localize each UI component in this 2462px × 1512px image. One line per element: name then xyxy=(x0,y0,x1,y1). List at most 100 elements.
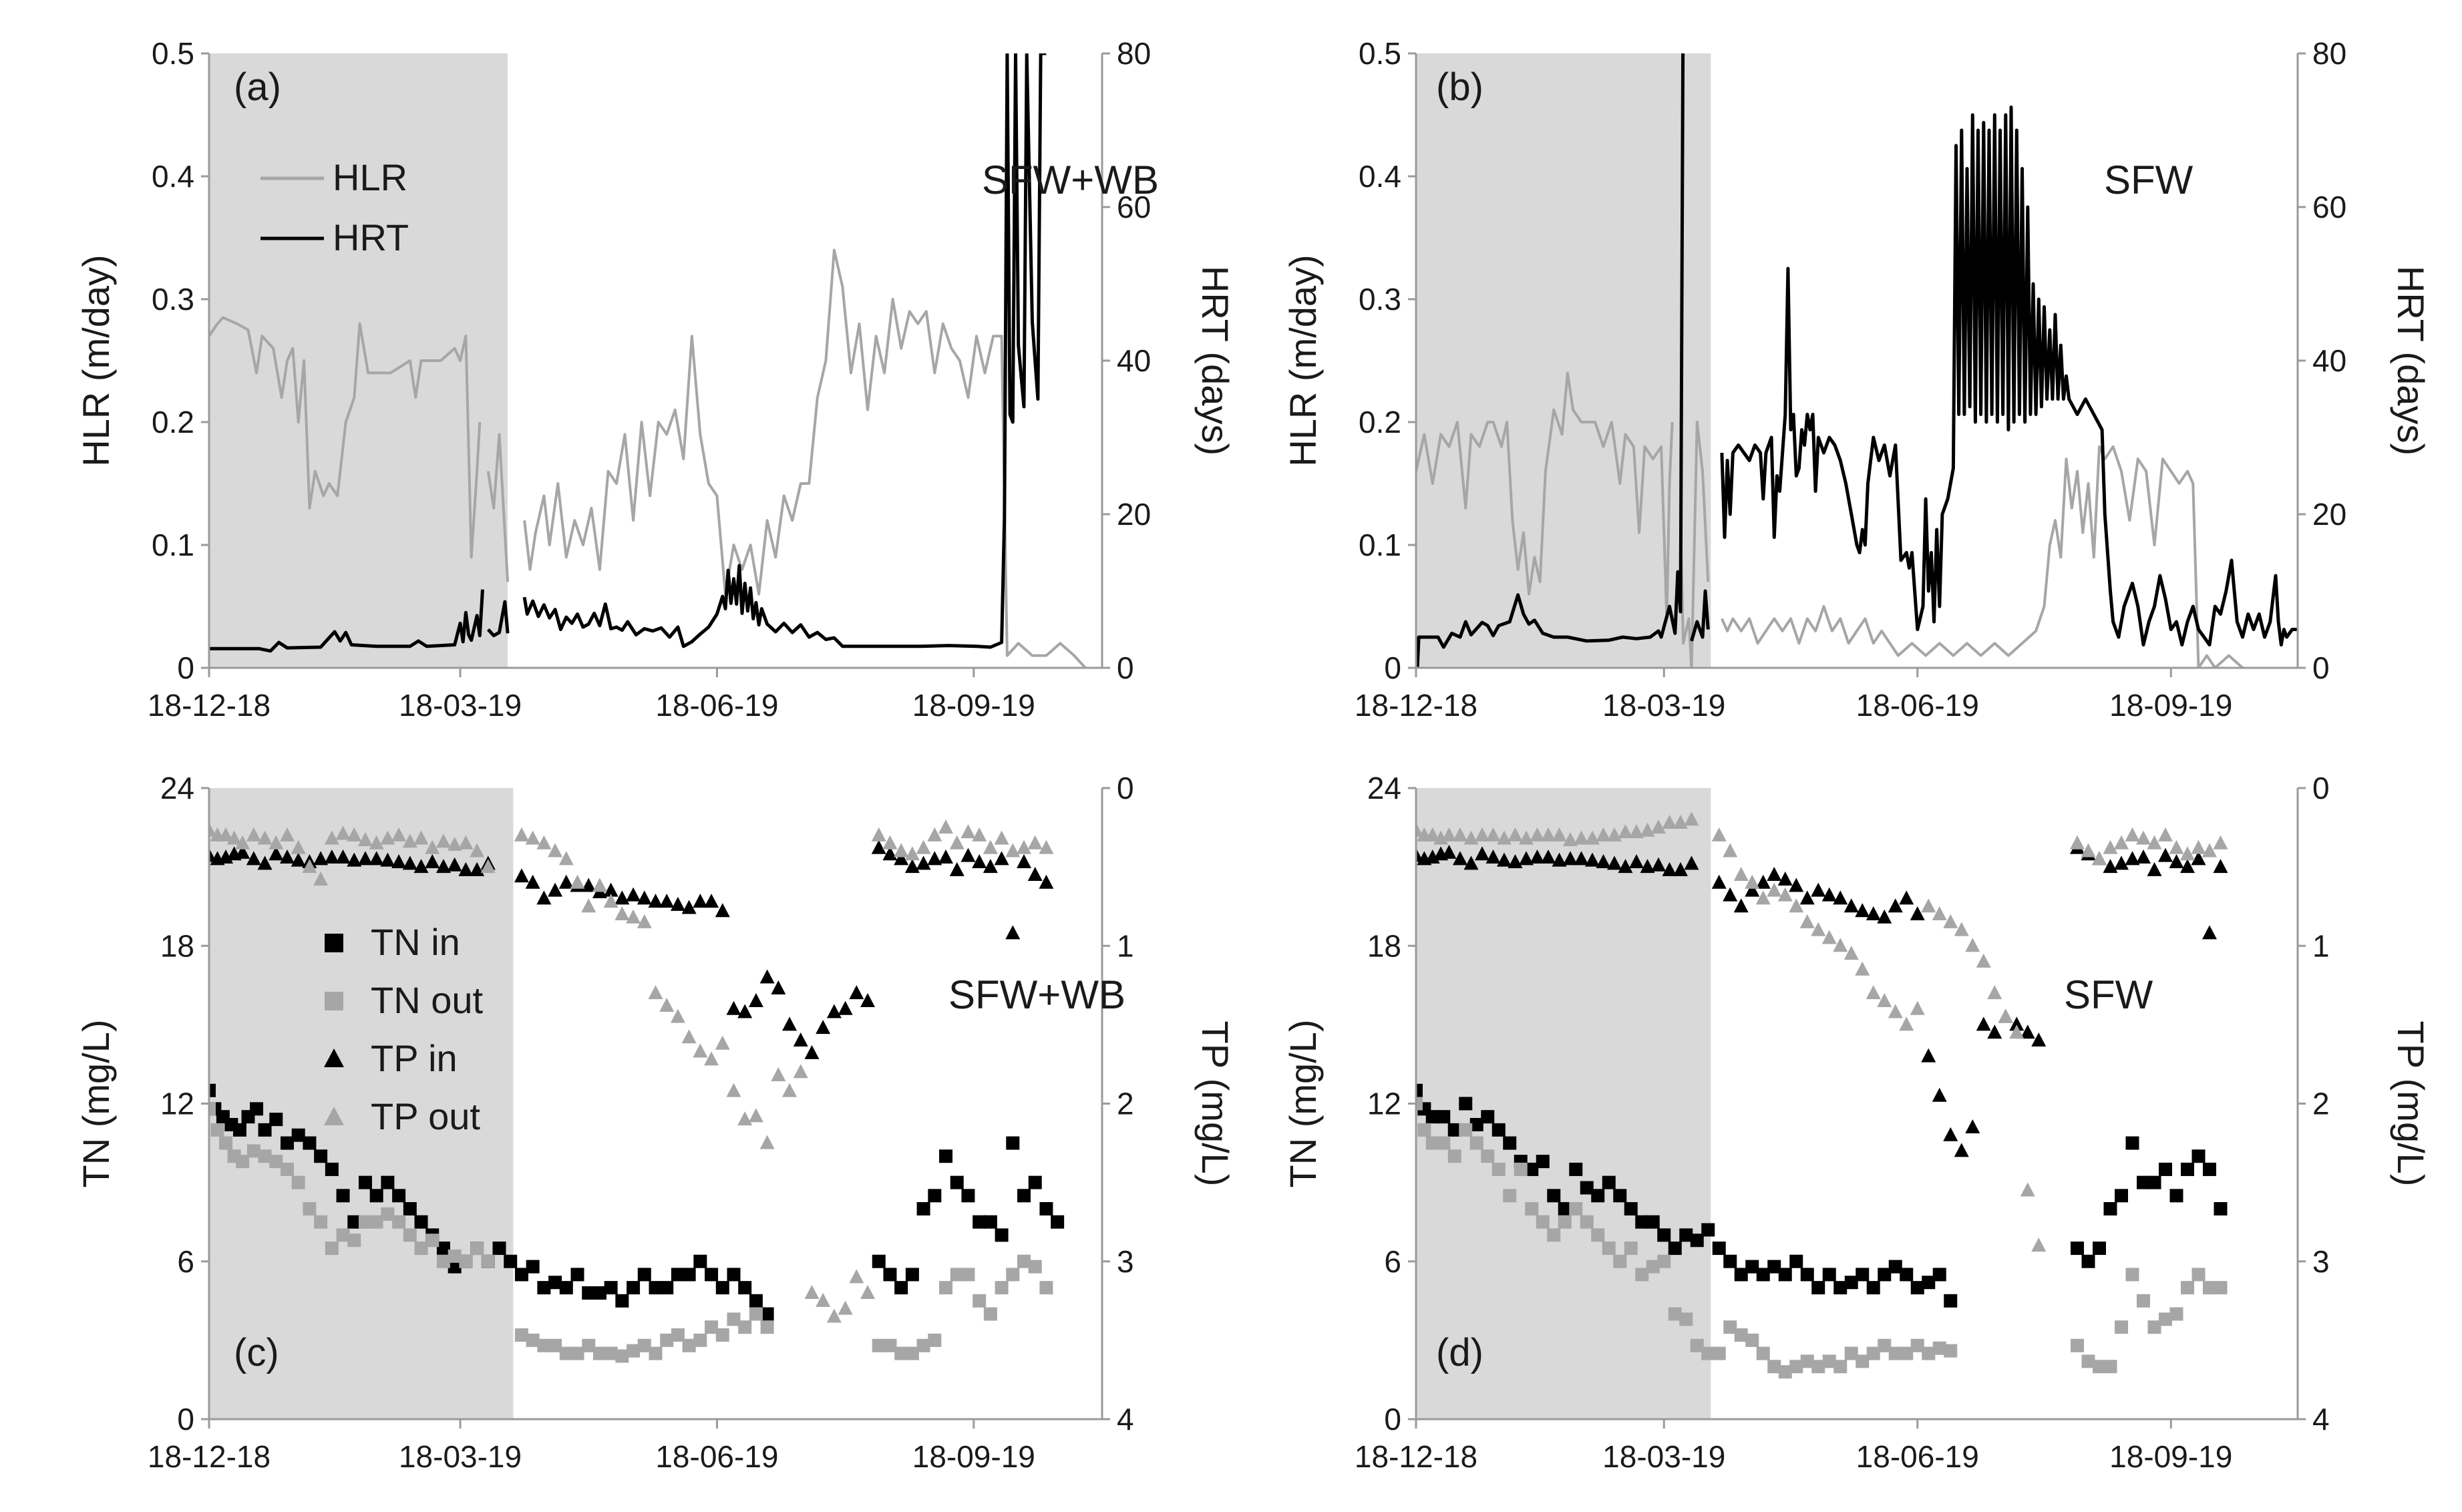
point-tp-out xyxy=(1899,1016,1914,1031)
point-tn-in xyxy=(1910,1281,1924,1295)
point-tp-in xyxy=(1921,1048,1936,1063)
point-tn-out xyxy=(1844,1346,1858,1360)
point-tp-in xyxy=(1910,906,1925,920)
system-label: SFW+WB xyxy=(982,158,1159,202)
point-tn-in xyxy=(250,1102,264,1116)
point-tn-out xyxy=(1789,1360,1803,1374)
left-tick-label: 0 xyxy=(177,1402,194,1437)
point-tp-in xyxy=(1629,854,1644,869)
x-tick-label: 18-03-19 xyxy=(399,1439,522,1474)
point-tn-in xyxy=(2071,1242,2084,1256)
point-tn-in xyxy=(1922,1276,1936,1290)
point-tn-out xyxy=(727,1312,741,1326)
point-tn-out xyxy=(939,1281,953,1295)
point-tn-in xyxy=(671,1268,685,1282)
point-tn-out xyxy=(381,1207,395,1221)
point-tn-out xyxy=(358,1215,372,1229)
series-hlr-segment xyxy=(523,248,1087,668)
point-tp-out xyxy=(2125,827,2140,841)
point-tn-out xyxy=(983,1307,997,1321)
point-tp-in xyxy=(1789,878,1804,892)
point-tn-out xyxy=(2203,1281,2216,1295)
point-tp-in xyxy=(1843,898,1859,913)
point-tn-in xyxy=(1878,1268,1892,1282)
x-tick-label: 18-09-19 xyxy=(2109,1439,2232,1474)
point-tp-in xyxy=(894,851,909,866)
point-tn-in xyxy=(916,1202,930,1215)
point-tp-out xyxy=(1888,1004,1903,1018)
point-tn-in xyxy=(2081,1254,2095,1268)
point-tp-out xyxy=(1017,839,1032,854)
point-tn-in xyxy=(1900,1268,1914,1282)
point-tn-out xyxy=(570,1346,584,1360)
point-tn-in xyxy=(1481,1110,1495,1124)
point-tp-out xyxy=(771,1067,786,1081)
point-tp-in xyxy=(681,900,697,914)
point-tn-in xyxy=(2159,1162,2172,1176)
point-tp-in xyxy=(1899,890,1914,905)
point-tp-out xyxy=(2169,839,2184,854)
point-tn-out xyxy=(592,1346,606,1360)
point-tp-out xyxy=(458,835,474,849)
right-tick-label: 3 xyxy=(2312,1244,2330,1279)
left-tick-label: 12 xyxy=(160,1087,194,1121)
point-tp-in xyxy=(257,856,273,870)
point-tn-in xyxy=(1822,1268,1836,1282)
panel-a-hlr-hrt-sfw-wb: 0 0.1 0.2 0.3 0.4 0.5 0 20 40 60 80 18-12-18 18-03-1… xyxy=(75,36,1236,723)
point-tn-out xyxy=(2214,1281,2228,1295)
point-tp-in xyxy=(693,894,708,908)
point-tp-in xyxy=(1541,849,1556,864)
point-tn-out xyxy=(470,1242,484,1256)
left-tick-label: 0.5 xyxy=(152,36,194,71)
point-tn-in xyxy=(872,1254,886,1268)
point-tn-out xyxy=(1624,1242,1638,1256)
point-tn-out xyxy=(459,1254,473,1268)
point-tp-out xyxy=(626,909,641,924)
point-tn-in xyxy=(414,1215,428,1229)
x-tick-label: 18-09-19 xyxy=(912,1439,1035,1474)
point-tp-out xyxy=(558,851,574,866)
point-tp-out xyxy=(938,819,954,834)
point-tp-in xyxy=(1475,846,1489,861)
point-tn-out xyxy=(1932,1341,1946,1355)
point-tn-out xyxy=(1866,1346,1880,1360)
point-tn-in xyxy=(1646,1215,1660,1229)
legend-swatch-tn-out xyxy=(325,992,343,1010)
point-tn-in xyxy=(325,1162,339,1176)
point-tp-in xyxy=(1723,887,1738,902)
x-tick-label: 18-06-19 xyxy=(1856,1439,1979,1474)
legend-label-tp-in: TP in xyxy=(371,1037,458,1079)
point-tp-out xyxy=(2020,1182,2035,1197)
point-tn-in xyxy=(314,1149,328,1163)
point-tp-in xyxy=(1777,872,1793,886)
point-tn-in xyxy=(660,1281,674,1295)
plot-area xyxy=(209,819,1065,1363)
point-tp-in xyxy=(849,985,864,1000)
point-tp-out xyxy=(1965,938,1980,952)
point-tn-out xyxy=(1591,1228,1605,1242)
point-tn-out xyxy=(1580,1215,1594,1229)
point-tn-in xyxy=(1447,1123,1461,1137)
point-tn-out xyxy=(715,1328,729,1342)
point-tn-out xyxy=(2125,1268,2139,1282)
point-tp-in xyxy=(1485,849,1501,864)
point-tn-out xyxy=(2103,1360,2117,1374)
point-tp-out xyxy=(1843,946,1859,960)
point-tn-in xyxy=(1811,1281,1825,1295)
panel-b-hlr-hrt-sfw: 0 0.1 0.2 0.3 0.4 0.5 0 20 40 60 80 18-12-18 18-03-1… xyxy=(1282,36,2432,723)
point-tp-out xyxy=(871,827,886,841)
point-tn-out xyxy=(559,1346,573,1360)
legend-label-hrt: HRT xyxy=(333,216,409,258)
point-tn-in xyxy=(1602,1175,1616,1189)
point-tp-out xyxy=(2081,843,2096,858)
right-tick-label: 40 xyxy=(2312,343,2346,378)
series-hrt-segment xyxy=(209,589,484,653)
point-tp-out xyxy=(949,835,964,849)
point-tp-out xyxy=(1005,843,1021,858)
point-tp-in xyxy=(1855,903,1870,918)
point-tp-in xyxy=(402,856,417,870)
point-tn-out xyxy=(928,1333,942,1347)
point-tn-in xyxy=(492,1242,506,1256)
point-tn-out xyxy=(1756,1346,1770,1360)
left-tick-label: 0.4 xyxy=(152,159,194,194)
